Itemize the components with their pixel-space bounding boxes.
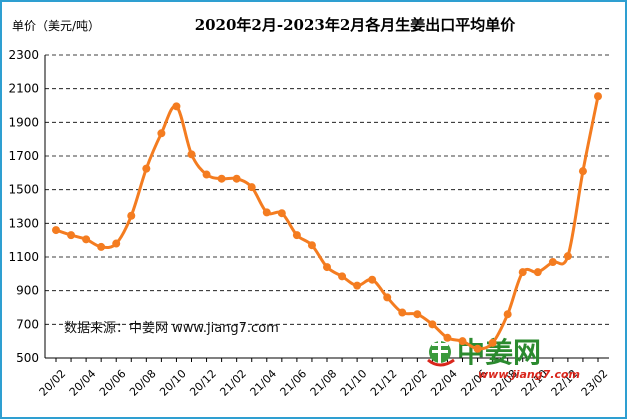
data-point xyxy=(548,258,557,267)
data-point xyxy=(563,252,572,261)
x-tick-label: 21/08 xyxy=(308,367,340,399)
x-tick-label: 23/02 xyxy=(579,367,611,399)
y-tick-label: 2300 xyxy=(8,48,39,62)
y-tick-label: 1900 xyxy=(8,115,39,129)
series-path xyxy=(55,95,600,351)
data-point xyxy=(323,263,331,272)
data-point xyxy=(262,208,271,217)
data-point xyxy=(398,308,407,317)
x-tick-label: 20/04 xyxy=(67,367,99,399)
data-point xyxy=(383,293,392,302)
x-tick-label: 21/12 xyxy=(368,367,400,399)
watermark: 中姜网 www.jiang7.com xyxy=(427,336,580,381)
data-point xyxy=(338,272,347,281)
data-point xyxy=(413,310,422,319)
data-point xyxy=(458,337,467,346)
x-tick-label: 21/04 xyxy=(248,367,280,399)
gridlines xyxy=(45,54,609,325)
data-point xyxy=(443,333,452,342)
data-point xyxy=(368,275,377,284)
data-point xyxy=(202,170,211,179)
y-tick-label: 1500 xyxy=(8,183,39,197)
x-tick-label: 20/12 xyxy=(187,367,219,399)
data-point xyxy=(172,102,181,111)
data-point xyxy=(127,211,136,220)
chart-title: 2020年2月-2023年2月各月生姜出口平均单价 xyxy=(195,16,517,34)
y-tick-label: 1700 xyxy=(8,149,39,163)
y-tick-label: 900 xyxy=(16,284,39,298)
data-point xyxy=(488,338,497,347)
x-tick-label: 21/06 xyxy=(278,367,310,399)
x-tick-label: 22/04 xyxy=(428,367,460,399)
x-tick-label: 20/02 xyxy=(37,367,69,399)
data-point xyxy=(112,239,121,248)
watermark-url: www.jiang7.com xyxy=(478,368,580,381)
y-tick-label: 700 xyxy=(16,317,39,331)
data-point xyxy=(82,235,91,244)
data-point xyxy=(67,231,76,240)
data-point xyxy=(533,268,542,277)
data-point xyxy=(473,344,482,353)
data-point xyxy=(52,226,60,235)
data-point xyxy=(307,241,316,250)
data-point xyxy=(292,231,301,240)
x-tick-label: 21/10 xyxy=(338,367,370,399)
x-tick-label: 20/10 xyxy=(157,367,189,399)
data-point xyxy=(578,167,587,176)
watermark-logo-text: 中姜网 xyxy=(457,336,541,369)
ginger-logo-icon xyxy=(427,341,455,367)
data-point xyxy=(503,310,512,319)
axes xyxy=(44,55,609,362)
x-tick-label: 20/06 xyxy=(97,367,129,399)
y-axis-label: 单价（美元/吨） xyxy=(12,19,100,33)
data-point xyxy=(97,242,106,251)
data-point xyxy=(353,281,362,290)
y-tick-label: 1100 xyxy=(8,250,39,264)
data-point xyxy=(428,320,437,329)
source-note: 数据来源：中姜网 www.jiang7.com xyxy=(64,321,279,336)
data-point xyxy=(277,209,286,218)
x-tick-label: 20/08 xyxy=(127,367,159,399)
y-tick-label: 2100 xyxy=(8,82,39,96)
data-point xyxy=(232,174,241,183)
data-point xyxy=(142,164,151,173)
data-point xyxy=(594,92,602,101)
series-line xyxy=(52,92,602,353)
x-tick-label: 22/02 xyxy=(398,367,430,399)
data-point xyxy=(157,129,166,138)
data-point xyxy=(217,174,226,183)
y-tick-label: 1300 xyxy=(8,216,39,230)
y-tick-label: 500 xyxy=(16,351,39,365)
y-tick-labels: 500 700 900 1100 1300 1500 1700 1900 2100 2300 xyxy=(8,48,39,365)
data-point xyxy=(518,268,527,277)
x-tick-label: 21/02 xyxy=(217,367,249,399)
data-point xyxy=(187,150,196,159)
data-point xyxy=(247,183,256,192)
